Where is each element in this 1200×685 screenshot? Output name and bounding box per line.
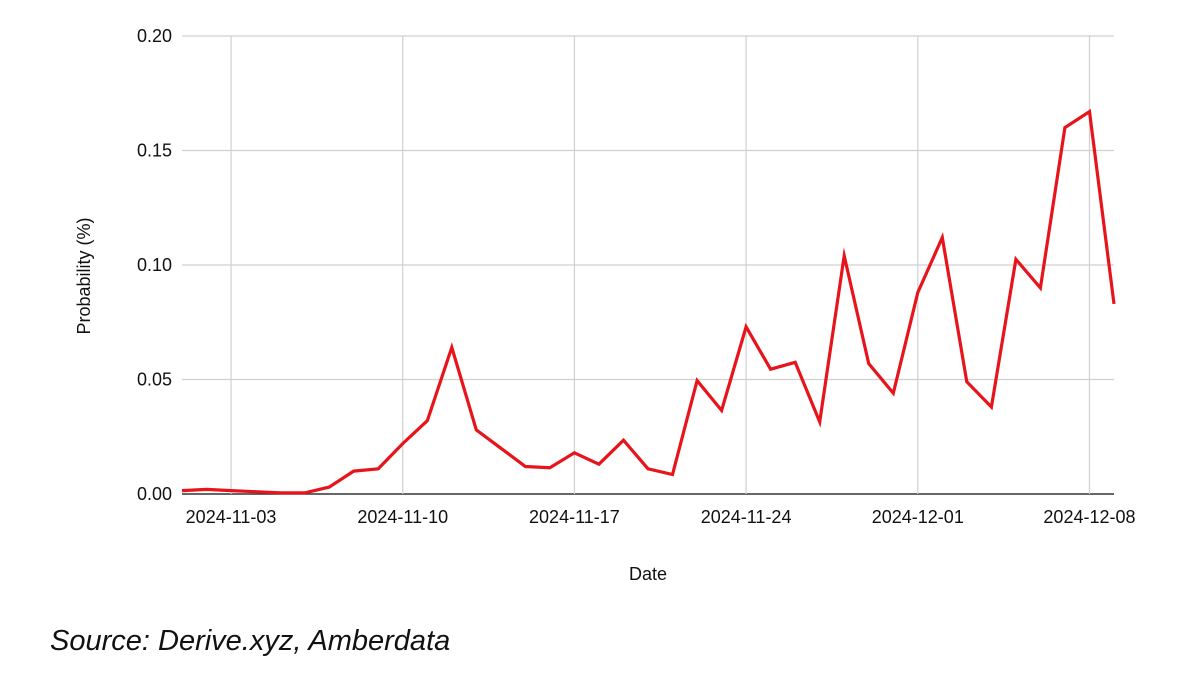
- y-axis-title: Probability (%): [74, 217, 94, 334]
- source-caption: Source: Derive.xyz, Amberdata: [50, 625, 451, 657]
- y-tick-label: 0.15: [137, 141, 172, 161]
- x-tick-label: 2024-11-03: [186, 507, 277, 527]
- series-line: [181, 108, 1116, 495]
- y-tick-labels: 0.00 0.05 0.10 0.15 0.20: [137, 26, 172, 504]
- x-tick-label: 2024-12-01: [872, 507, 964, 527]
- series-group: [181, 108, 1116, 495]
- y-tick-label: 0.10: [137, 255, 172, 275]
- x-tick-label: 2024-11-10: [357, 507, 448, 527]
- horizontal-gridlines: [182, 35, 1114, 495]
- y-tick-label: 0.05: [137, 370, 172, 390]
- x-tick-labels: 2024-11-03 2024-11-10 2024-11-17 2024-11-24…: [186, 507, 1136, 527]
- x-tick-label: 2024-12-08: [1043, 507, 1135, 527]
- x-tick-label: 2024-11-24: [701, 507, 792, 527]
- probability-line-chart: 0.00 0.05 0.10 0.15 0.20 2024-11-03 2024-11-1…: [74, 26, 1136, 584]
- x-tick-label: 2024-11-17: [529, 507, 620, 527]
- y-tick-label: 0.00: [137, 484, 172, 504]
- x-axis-title: Date: [629, 564, 667, 584]
- y-tick-label: 0.20: [137, 26, 172, 46]
